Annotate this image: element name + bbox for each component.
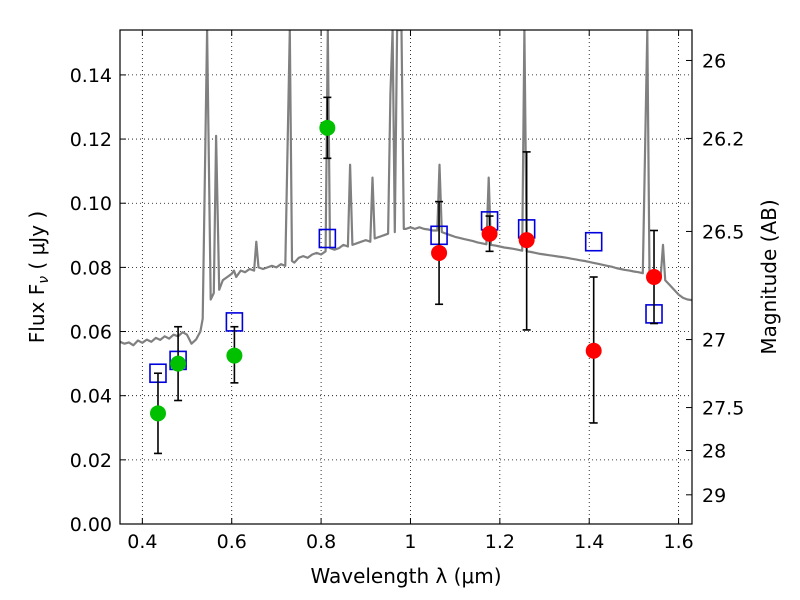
model-flux-square xyxy=(318,228,337,249)
observed-point xyxy=(170,355,187,372)
model-sed-line xyxy=(120,30,692,347)
y2-tick-label: 26.2 xyxy=(702,128,744,150)
x-tick-label: 1 xyxy=(404,531,416,553)
y2-tick-label: 26.5 xyxy=(702,221,744,243)
x-tick-label: 0.6 xyxy=(217,531,247,553)
y-tick-label: 0.08 xyxy=(70,257,112,279)
model-flux-square xyxy=(584,231,603,252)
y2-tick-label: 28 xyxy=(702,441,726,463)
y-tick-label: 0.04 xyxy=(70,386,112,408)
y-tick-label: 0.06 xyxy=(70,322,112,344)
y-tick-label: 0.12 xyxy=(70,129,112,151)
x-tick-label: 0.4 xyxy=(127,531,157,553)
observed-point xyxy=(226,347,243,364)
y-tick-label: 0.00 xyxy=(70,514,112,536)
x-axis-label: Wavelength λ (μm) xyxy=(310,564,501,588)
y-tick-label: 0.10 xyxy=(70,193,112,215)
y-tick-label: 0.02 xyxy=(70,450,112,472)
observed-point xyxy=(585,342,602,359)
y-tick-label: 0.14 xyxy=(70,65,112,87)
x-tick-label: 1.2 xyxy=(485,531,515,553)
observed-point xyxy=(518,232,535,249)
observed-point xyxy=(431,244,448,261)
y2-tick-label: 26 xyxy=(702,50,726,72)
y2-axis-label: Magnitude (AB) xyxy=(757,199,781,354)
observed-point xyxy=(319,119,336,136)
y2-tick-label: 27 xyxy=(702,330,726,352)
plot-frame xyxy=(119,29,693,525)
y2-tick-label: 29 xyxy=(702,485,726,507)
axis-ticks: 0.4 0.6 0.8 1 1.2 1.4 1.6 0.00 0.02 0.04 0.06 0.08 0… xyxy=(70,30,744,553)
series-layer xyxy=(120,30,692,455)
observed-point xyxy=(646,269,663,285)
y-axis-label: Flux Fν ( μJy ) xyxy=(25,211,52,343)
x-tick-label: 1.4 xyxy=(574,531,604,553)
observed-point xyxy=(149,405,166,422)
observed-point xyxy=(481,225,498,242)
y2-tick-label: 27.5 xyxy=(702,398,744,420)
x-tick-label: 1.6 xyxy=(663,531,693,553)
x-tick-label: 0.8 xyxy=(306,531,336,553)
